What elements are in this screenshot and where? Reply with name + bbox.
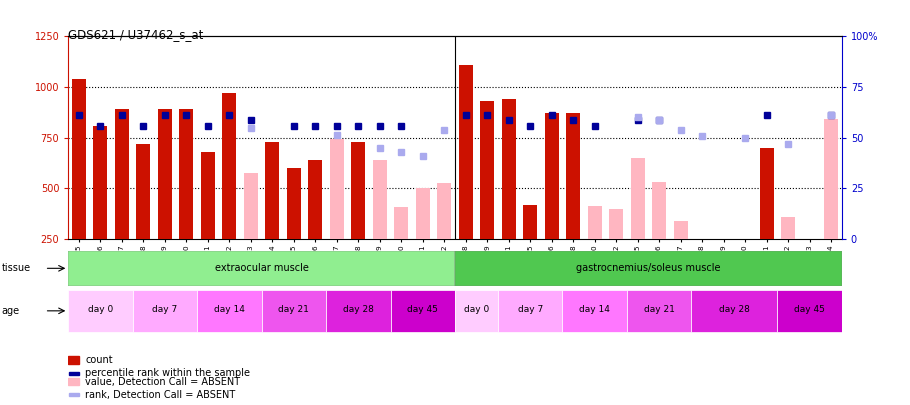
Bar (692, 290, 777, 332)
Text: day 7: day 7 (518, 305, 543, 314)
Text: count: count (86, 355, 113, 365)
Bar (68, 290, 133, 332)
Bar (326, 290, 390, 332)
Bar (390, 290, 455, 332)
Bar (455, 290, 498, 332)
Text: GDS621 / U37462_s_at: GDS621 / U37462_s_at (68, 28, 204, 41)
Text: day 28: day 28 (343, 305, 374, 314)
Bar (373, 160, 387, 239)
Bar (803, 239, 816, 249)
Bar (738, 239, 752, 249)
Text: day 0: day 0 (464, 305, 489, 314)
Bar (523, 205, 537, 239)
Bar (673, 221, 688, 239)
Bar (69, 372, 79, 375)
Bar (94, 126, 107, 239)
Text: day 14: day 14 (214, 305, 245, 314)
Text: tissue: tissue (2, 263, 31, 273)
Bar (266, 142, 279, 239)
Bar (262, 290, 326, 332)
Bar (351, 142, 365, 239)
Bar (287, 168, 301, 239)
Text: day 0: day 0 (88, 305, 113, 314)
Bar (498, 290, 562, 332)
Text: age: age (2, 306, 20, 316)
Bar (394, 207, 409, 239)
Bar (760, 148, 774, 239)
Bar (627, 290, 692, 332)
Bar (308, 160, 322, 239)
Bar (329, 142, 344, 239)
Bar (329, 139, 344, 239)
Bar (197, 290, 262, 332)
Bar (133, 290, 197, 332)
Bar (566, 113, 581, 239)
Bar (777, 290, 842, 332)
Bar (244, 173, 258, 239)
Bar (459, 65, 472, 239)
Bar (68, 377, 79, 386)
Bar (609, 209, 623, 239)
Bar (68, 251, 455, 286)
Bar (222, 93, 237, 239)
Bar (652, 182, 666, 239)
Bar (631, 158, 644, 239)
Bar (545, 113, 559, 239)
Bar (72, 79, 86, 239)
Bar (588, 206, 602, 239)
Text: percentile rank within the sample: percentile rank within the sample (86, 368, 250, 378)
Text: day 21: day 21 (643, 305, 674, 314)
Text: day 7: day 7 (152, 305, 177, 314)
Text: day 45: day 45 (794, 305, 825, 314)
Text: extraocular muscle: extraocular muscle (215, 263, 308, 273)
Bar (695, 239, 709, 246)
Bar (201, 152, 215, 239)
Bar (824, 119, 838, 239)
Bar (69, 393, 79, 396)
Bar (68, 356, 79, 364)
Text: value, Detection Call = ABSENT: value, Detection Call = ABSENT (86, 377, 240, 386)
Text: gastrocnemius/soleus muscle: gastrocnemius/soleus muscle (576, 263, 721, 273)
Text: day 45: day 45 (408, 305, 439, 314)
Bar (480, 101, 494, 239)
Text: rank, Detection Call = ABSENT: rank, Detection Call = ABSENT (86, 390, 236, 400)
Bar (158, 109, 172, 239)
Bar (781, 217, 795, 239)
Bar (136, 144, 150, 239)
Text: day 14: day 14 (580, 305, 610, 314)
Text: day 28: day 28 (719, 305, 750, 314)
Bar (416, 188, 430, 239)
Bar (179, 109, 194, 239)
Bar (562, 290, 627, 332)
Text: day 21: day 21 (278, 305, 309, 314)
Bar (455, 251, 842, 286)
Bar (115, 109, 129, 239)
Bar (716, 239, 731, 257)
Bar (438, 183, 451, 239)
Bar (501, 99, 516, 239)
